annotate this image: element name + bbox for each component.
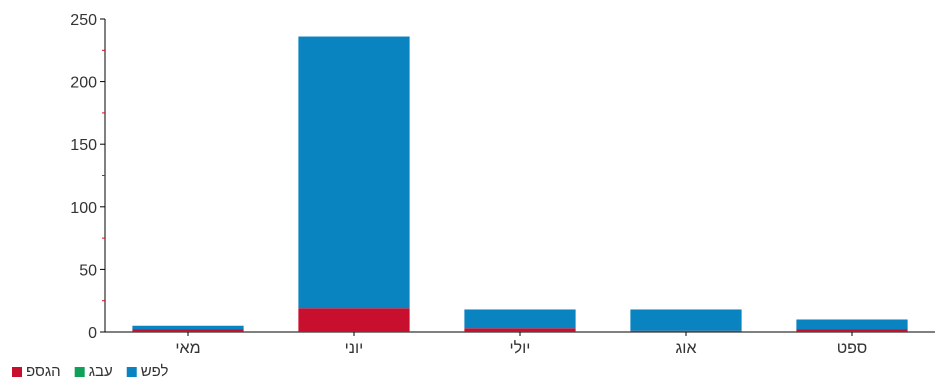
y-tick-label: 250 [70,12,97,29]
x-category-label: אוג [676,340,697,357]
y-tick-label: 50 [79,262,97,279]
bars [132,36,908,332]
legend-label: שפל [141,363,169,380]
bar-segment [464,309,576,329]
x-category-label: מאי [175,340,200,357]
bar-segment [132,329,244,332]
legend-label: פסגה [26,363,61,380]
bar-segment [298,308,410,332]
bar-segment [630,309,742,331]
bar-segment [298,36,410,309]
legend-swatch [126,367,137,377]
y-tick-label: 100 [70,200,97,217]
bar-segment [132,325,244,330]
y-tick-label: 0 [88,325,97,342]
bar-segment [464,328,576,332]
legend-label: גבע [89,363,113,380]
legend: פסגה גבע שפל [12,363,169,380]
bar-segment [796,329,908,332]
bar-segment [630,330,742,332]
bar-segment [796,319,908,330]
y-tick-label: 200 [70,75,97,92]
x-category-label: יוני [345,340,364,357]
legend-swatch [74,367,85,377]
y-tick-label: 150 [70,137,97,154]
legend-swatch [12,367,22,377]
x-category-label: ספט [837,340,868,357]
x-category-label: יולי [510,339,531,357]
axes: 0 50 100 150 200 250 מאי יוני יולי אוג ספט [70,12,935,357]
